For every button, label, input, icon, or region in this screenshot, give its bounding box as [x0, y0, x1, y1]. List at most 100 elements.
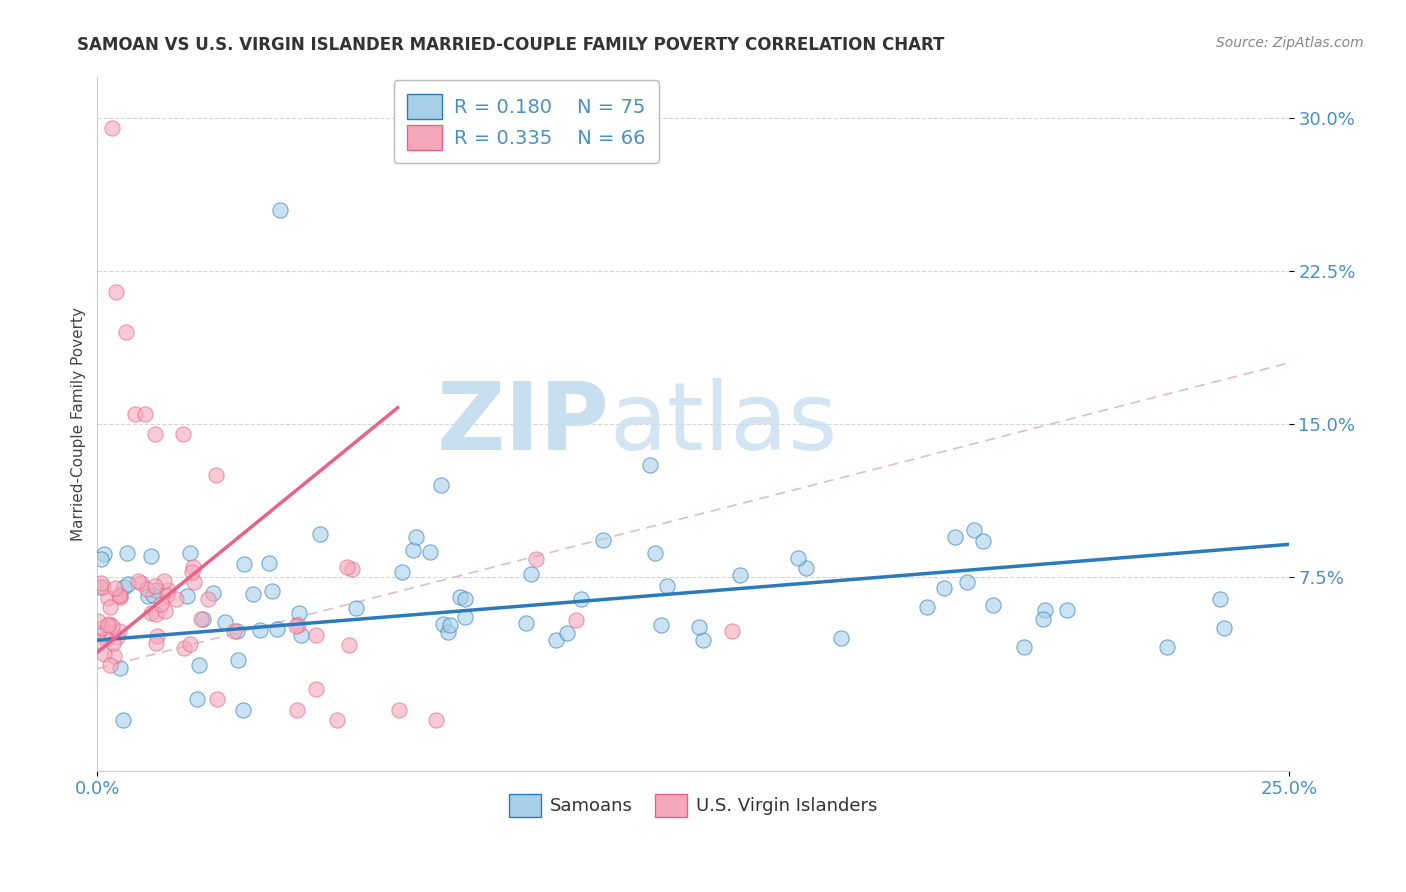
Point	[145, 629, 167, 643]
Point	[287, 618, 309, 632]
Point	[830, 631, 852, 645]
Point	[284, 618, 307, 632]
Point	[87, 634, 110, 648]
Point	[915, 600, 938, 615]
Point	[139, 607, 162, 621]
Point	[145, 636, 167, 650]
Point	[650, 617, 672, 632]
Point	[232, 702, 254, 716]
Point	[249, 623, 271, 637]
Point	[728, 568, 751, 582]
Point	[87, 614, 110, 628]
Point	[1056, 603, 1078, 617]
Point	[153, 604, 176, 618]
Point	[309, 527, 332, 541]
Point	[191, 612, 214, 626]
Point	[336, 560, 359, 574]
Point	[205, 468, 228, 483]
Point	[419, 545, 441, 559]
Point	[963, 523, 986, 537]
Point	[1033, 602, 1056, 616]
Point	[141, 549, 163, 563]
Point	[266, 622, 288, 636]
Text: SAMOAN VS U.S. VIRGIN ISLANDER MARRIED-COUPLE FAMILY POVERTY CORRELATION CHART: SAMOAN VS U.S. VIRGIN ISLANDER MARRIED-C…	[77, 36, 945, 54]
Point	[657, 579, 679, 593]
Point	[565, 614, 588, 628]
Point	[1012, 640, 1035, 655]
Point	[108, 589, 131, 603]
Point	[136, 582, 159, 596]
Point	[112, 580, 135, 594]
Point	[93, 647, 115, 661]
Point	[134, 407, 156, 421]
Point	[437, 624, 460, 639]
Point	[287, 606, 309, 620]
Point	[305, 628, 328, 642]
Point	[98, 658, 121, 673]
Point	[188, 657, 211, 672]
Point	[142, 588, 165, 602]
Legend: Samoans, U.S. Virgin Islanders: Samoans, U.S. Virgin Islanders	[502, 787, 884, 824]
Point	[181, 559, 204, 574]
Point	[136, 589, 159, 603]
Point	[688, 620, 710, 634]
Point	[127, 574, 149, 588]
Point	[569, 592, 592, 607]
Point	[115, 326, 138, 340]
Point	[145, 583, 167, 598]
Point	[432, 616, 454, 631]
Point	[108, 588, 131, 602]
Point	[153, 574, 176, 589]
Point	[115, 546, 138, 560]
Point	[214, 615, 236, 629]
Point	[173, 640, 195, 655]
Point	[262, 583, 284, 598]
Point	[143, 427, 166, 442]
Point	[454, 610, 477, 624]
Point	[388, 702, 411, 716]
Point	[156, 588, 179, 602]
Text: Source: ZipAtlas.com: Source: ZipAtlas.com	[1216, 36, 1364, 50]
Point	[449, 590, 471, 604]
Point	[983, 598, 1005, 612]
Point	[108, 624, 131, 638]
Point	[186, 692, 208, 706]
Point	[143, 579, 166, 593]
Point	[90, 551, 112, 566]
Point	[180, 565, 202, 579]
Point	[98, 617, 121, 632]
Point	[305, 682, 328, 697]
Point	[105, 630, 128, 644]
Point	[112, 713, 135, 727]
Point	[91, 621, 114, 635]
Point	[285, 702, 308, 716]
Point	[183, 575, 205, 590]
Point	[943, 530, 966, 544]
Point	[190, 612, 212, 626]
Point	[290, 628, 312, 642]
Point	[89, 580, 111, 594]
Point	[145, 607, 167, 621]
Point	[425, 713, 447, 727]
Point	[326, 713, 349, 727]
Point	[97, 618, 120, 632]
Point	[197, 591, 219, 606]
Y-axis label: Married-Couple Family Poverty: Married-Couple Family Poverty	[72, 307, 86, 541]
Point	[149, 597, 172, 611]
Point	[972, 534, 994, 549]
Point	[692, 633, 714, 648]
Point	[103, 649, 125, 664]
Point	[640, 458, 662, 472]
Point	[117, 577, 139, 591]
Point	[222, 624, 245, 638]
Point	[96, 632, 118, 646]
Text: ZIP: ZIP	[437, 378, 610, 470]
Point	[87, 626, 110, 640]
Point	[156, 582, 179, 597]
Point	[524, 552, 547, 566]
Point	[644, 546, 666, 560]
Point	[100, 121, 122, 136]
Point	[439, 618, 461, 632]
Point	[519, 567, 541, 582]
Point	[129, 576, 152, 591]
